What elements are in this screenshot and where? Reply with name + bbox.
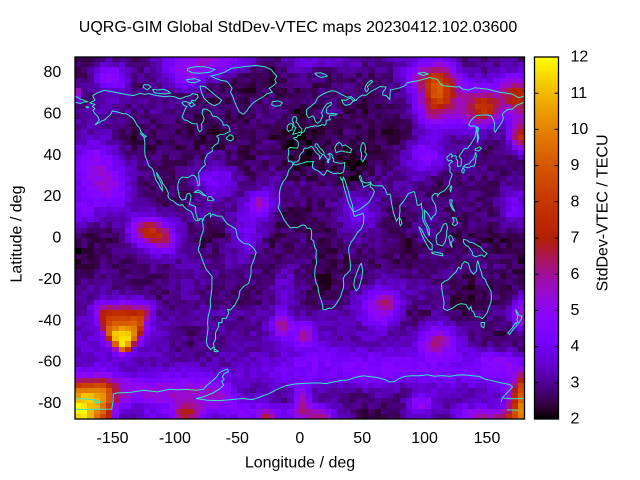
svg-text:7: 7 [571, 230, 580, 247]
svg-text:-20: -20 [38, 271, 61, 288]
svg-text:11: 11 [571, 85, 588, 102]
svg-text:5: 5 [571, 302, 580, 319]
svg-text:2: 2 [571, 411, 580, 428]
svg-text:150: 150 [474, 430, 501, 447]
svg-text:50: 50 [353, 430, 371, 447]
svg-text:-50: -50 [226, 430, 249, 447]
svg-text:-100: -100 [159, 430, 191, 447]
svg-text:3: 3 [571, 374, 580, 391]
svg-text:Latitude / deg: Latitude / deg [9, 186, 26, 283]
svg-text:100: 100 [411, 430, 438, 447]
svg-text:-150: -150 [96, 430, 128, 447]
svg-text:20: 20 [44, 188, 62, 205]
svg-text:-40: -40 [38, 312, 61, 329]
svg-text:12: 12 [571, 49, 589, 66]
svg-text:0: 0 [52, 230, 61, 247]
svg-text:8: 8 [571, 193, 580, 210]
svg-text:0: 0 [295, 430, 304, 447]
svg-text:4: 4 [571, 338, 580, 355]
svg-text:Longitude / deg: Longitude / deg [245, 454, 355, 471]
svg-text:StdDev-VTEC / TECU: StdDev-VTEC / TECU [595, 134, 612, 291]
svg-text:UQRG-GIM Global StdDev-VTEC ma: UQRG-GIM Global StdDev-VTEC maps 2023041… [79, 19, 518, 36]
svg-text:6: 6 [571, 266, 580, 283]
svg-text:80: 80 [44, 64, 62, 81]
svg-text:9: 9 [571, 157, 580, 174]
svg-text:-80: -80 [38, 395, 61, 412]
svg-text:-60: -60 [38, 354, 61, 371]
svg-text:60: 60 [44, 106, 62, 123]
svg-text:10: 10 [571, 121, 589, 138]
svg-text:40: 40 [44, 147, 62, 164]
